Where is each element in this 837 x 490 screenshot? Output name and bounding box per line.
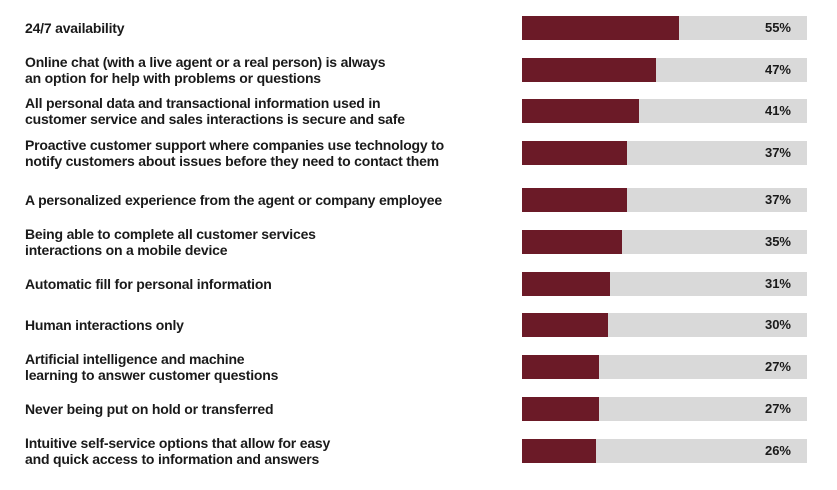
bar-fill [522,188,627,212]
bar-fill [522,313,608,337]
bar-label: A personalized experience from the agent… [25,192,442,208]
bar-track: 55% [522,16,807,40]
bar-label: 24/7 availability [25,20,125,36]
bar-label: Never being put on hold or transferred [25,401,274,417]
bar-track: 41% [522,99,807,123]
bar-label: Being able to complete all customer serv… [25,226,316,258]
bar-label: Human interactions only [25,317,184,333]
bar-fill [522,99,639,123]
bar-track: 35% [522,230,807,254]
bar-value-label: 35% [764,234,791,249]
bar-track: 27% [522,355,807,379]
bar-fill [522,397,599,421]
bar-value-label: 27% [764,359,791,374]
bar-track: 26% [522,439,807,463]
bar-track: 47% [522,58,807,82]
bar-value-label: 37% [764,192,791,207]
bar-label: Proactive customer support where compani… [25,137,444,169]
bar-value-label: 30% [764,317,791,332]
bar-value-label: 41% [764,103,791,118]
bar-value-label: 26% [764,443,791,458]
bar-value-label: 55% [764,20,791,35]
bar-fill [522,230,622,254]
bar-label: Automatic fill for personal information [25,276,272,292]
bar-label: Artificial intelligence and machine lear… [25,351,279,383]
bar-label: Online chat (with a live agent or a real… [25,54,386,86]
bar-fill [522,141,627,165]
bar-fill [522,355,599,379]
bar-value-label: 47% [764,62,791,77]
bar-track: 30% [522,313,807,337]
bar-label: All personal data and transactional info… [25,95,405,127]
bar-value-label: 27% [764,401,791,416]
bar-track: 37% [522,141,807,165]
bar-value-label: 31% [764,276,791,291]
bar-track: 37% [522,188,807,212]
bar-label: Intuitive self-service options that allo… [25,435,331,467]
bar-fill [522,439,596,463]
bar-fill [522,16,679,40]
bar-track: 31% [522,272,807,296]
bar-fill [522,272,610,296]
bar-value-label: 37% [764,145,791,160]
bar-track: 27% [522,397,807,421]
bar-fill [522,58,656,82]
